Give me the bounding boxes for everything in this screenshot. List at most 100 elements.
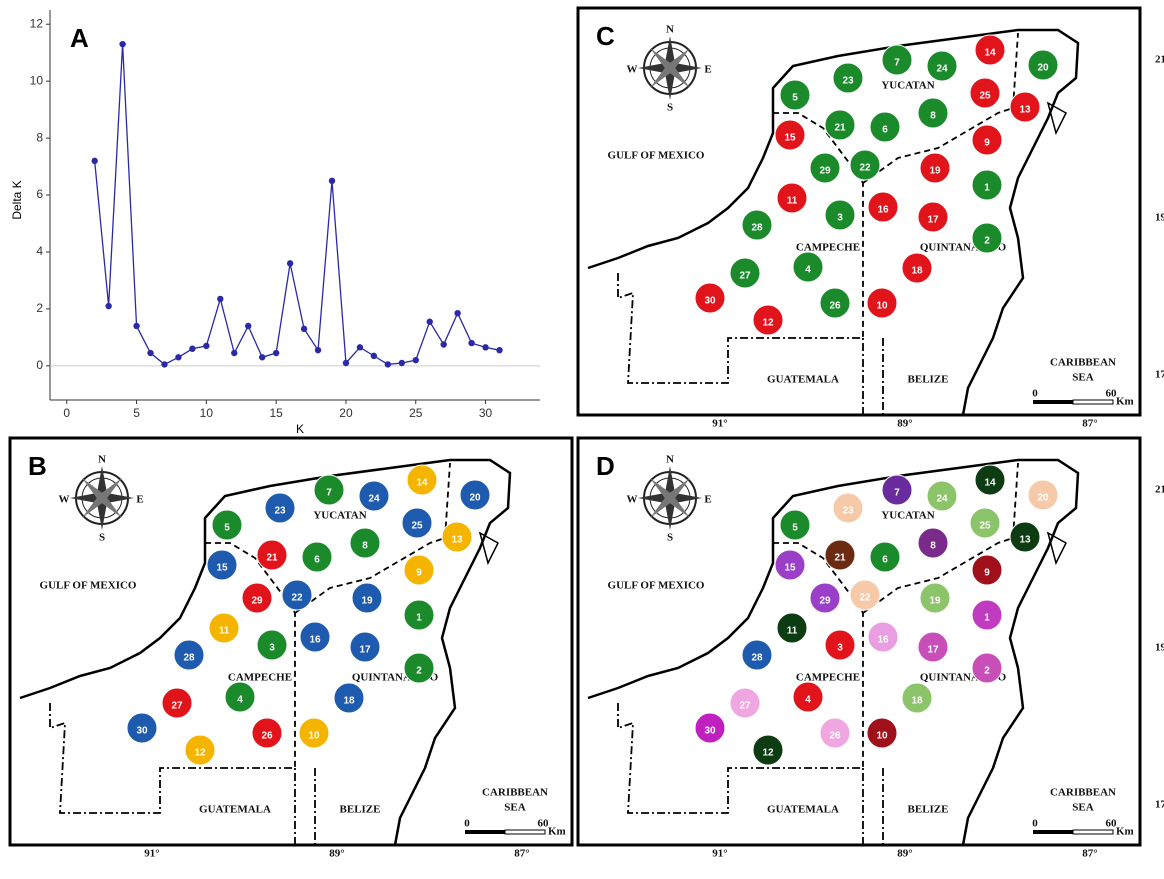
compass-letter: E	[704, 494, 711, 506]
series-line	[95, 44, 500, 364]
x-axis-label: K	[296, 422, 304, 436]
population-label: 10	[308, 731, 320, 742]
population-label: 23	[274, 506, 286, 517]
data-point	[427, 319, 433, 325]
region-label: GUATEMALA	[767, 804, 839, 816]
longitude-label: 89°	[329, 848, 344, 860]
population-label: 24	[368, 494, 380, 505]
population-label: 4	[237, 695, 243, 706]
data-point	[231, 350, 237, 356]
population-label: 1	[416, 613, 422, 624]
longitude-label: 87°	[1082, 848, 1097, 860]
latitude-label: 19°	[1155, 642, 1164, 654]
region-label: GULF OF MEXICO	[608, 150, 705, 162]
compass-letter: E	[704, 64, 711, 76]
population-label: 3	[837, 213, 843, 224]
data-point	[329, 178, 335, 184]
region-label: YUCATAN	[313, 510, 366, 522]
population-label: 13	[1019, 105, 1031, 116]
x-tick-label: 10	[200, 406, 214, 420]
data-point	[105, 303, 111, 309]
population-label: 15	[784, 563, 796, 574]
population-label: 15	[216, 563, 228, 574]
population-label: 1	[984, 613, 990, 624]
x-tick-label: 0	[63, 406, 70, 420]
latitude-label: 19°	[1155, 212, 1164, 224]
population-label: 28	[183, 653, 195, 664]
map-panel: DGULF OF MEXICOYUCATANCAMPECHEQUINTANA R…	[578, 438, 1164, 860]
population-label: 2	[984, 236, 990, 247]
population-label: 24	[936, 64, 948, 75]
population-label: 8	[930, 541, 936, 552]
data-point	[413, 357, 419, 363]
population-label: 25	[411, 521, 423, 532]
data-point	[203, 343, 209, 349]
latitude-label: 21°	[1155, 54, 1164, 66]
population-label: 12	[762, 318, 774, 329]
population-label: 20	[1037, 493, 1049, 504]
data-point	[91, 158, 97, 164]
population-label: 1	[984, 183, 990, 194]
longitude-label: 89°	[897, 848, 912, 860]
population-label: 5	[792, 523, 798, 534]
x-tick-label: 25	[409, 406, 423, 420]
population-label: 3	[837, 643, 843, 654]
compass-letter: S	[99, 532, 105, 544]
population-label: 26	[829, 301, 841, 312]
population-label: 11	[219, 626, 230, 637]
population-label: 6	[882, 555, 888, 566]
population-label: 13	[451, 535, 463, 546]
panel-label: B	[28, 451, 47, 481]
population-label: 10	[876, 731, 888, 742]
data-point	[385, 361, 391, 367]
region-label: BELIZE	[908, 374, 949, 386]
compass-letter: S	[667, 102, 673, 114]
y-tick-label: 0	[36, 358, 43, 372]
latitude-label: 17°	[1155, 369, 1164, 381]
population-label: 14	[984, 478, 996, 489]
data-point	[133, 323, 139, 329]
population-label: 23	[842, 506, 854, 517]
population-label: 20	[469, 493, 481, 504]
y-tick-label: 6	[36, 187, 43, 201]
population-label: 11	[787, 626, 798, 637]
scale-label: 0	[1032, 388, 1038, 400]
region-label: GUATEMALA	[767, 374, 839, 386]
data-point	[175, 354, 181, 360]
population-label: 7	[894, 488, 900, 499]
population-label: 16	[877, 205, 889, 216]
panel-label: A	[70, 23, 89, 53]
region-label: CARIBBEAN	[1050, 357, 1116, 369]
population-label: 30	[704, 726, 716, 737]
population-label: 4	[805, 695, 811, 706]
latitude-label: 21°	[1155, 484, 1164, 496]
region-label: SEA	[1072, 802, 1093, 814]
longitude-label: 87°	[1082, 418, 1097, 430]
y-axis-label: Delta K	[10, 180, 24, 219]
population-label: 17	[927, 215, 939, 226]
data-point	[119, 41, 125, 47]
x-tick-label: 15	[269, 406, 283, 420]
population-label: 19	[929, 166, 941, 177]
population-label: 14	[984, 48, 996, 59]
compass-letter: W	[627, 494, 638, 506]
population-label: 5	[224, 523, 230, 534]
population-label: 12	[762, 748, 774, 759]
population-label: 14	[416, 478, 428, 489]
population-label: 8	[930, 111, 936, 122]
data-point	[189, 346, 195, 352]
region-label: YUCATAN	[881, 510, 934, 522]
data-point	[287, 260, 293, 266]
scale-label: Km	[1116, 826, 1134, 838]
population-label: 7	[894, 58, 900, 69]
data-point	[496, 347, 502, 353]
population-label: 15	[784, 133, 796, 144]
population-label: 9	[984, 568, 990, 579]
y-tick-label: 8	[36, 130, 43, 144]
population-label: 18	[343, 696, 355, 707]
population-label: 2	[984, 666, 990, 677]
population-label: 20	[1037, 63, 1049, 74]
population-label: 7	[326, 488, 332, 499]
longitude-label: 91°	[712, 848, 727, 860]
data-point	[217, 296, 223, 302]
